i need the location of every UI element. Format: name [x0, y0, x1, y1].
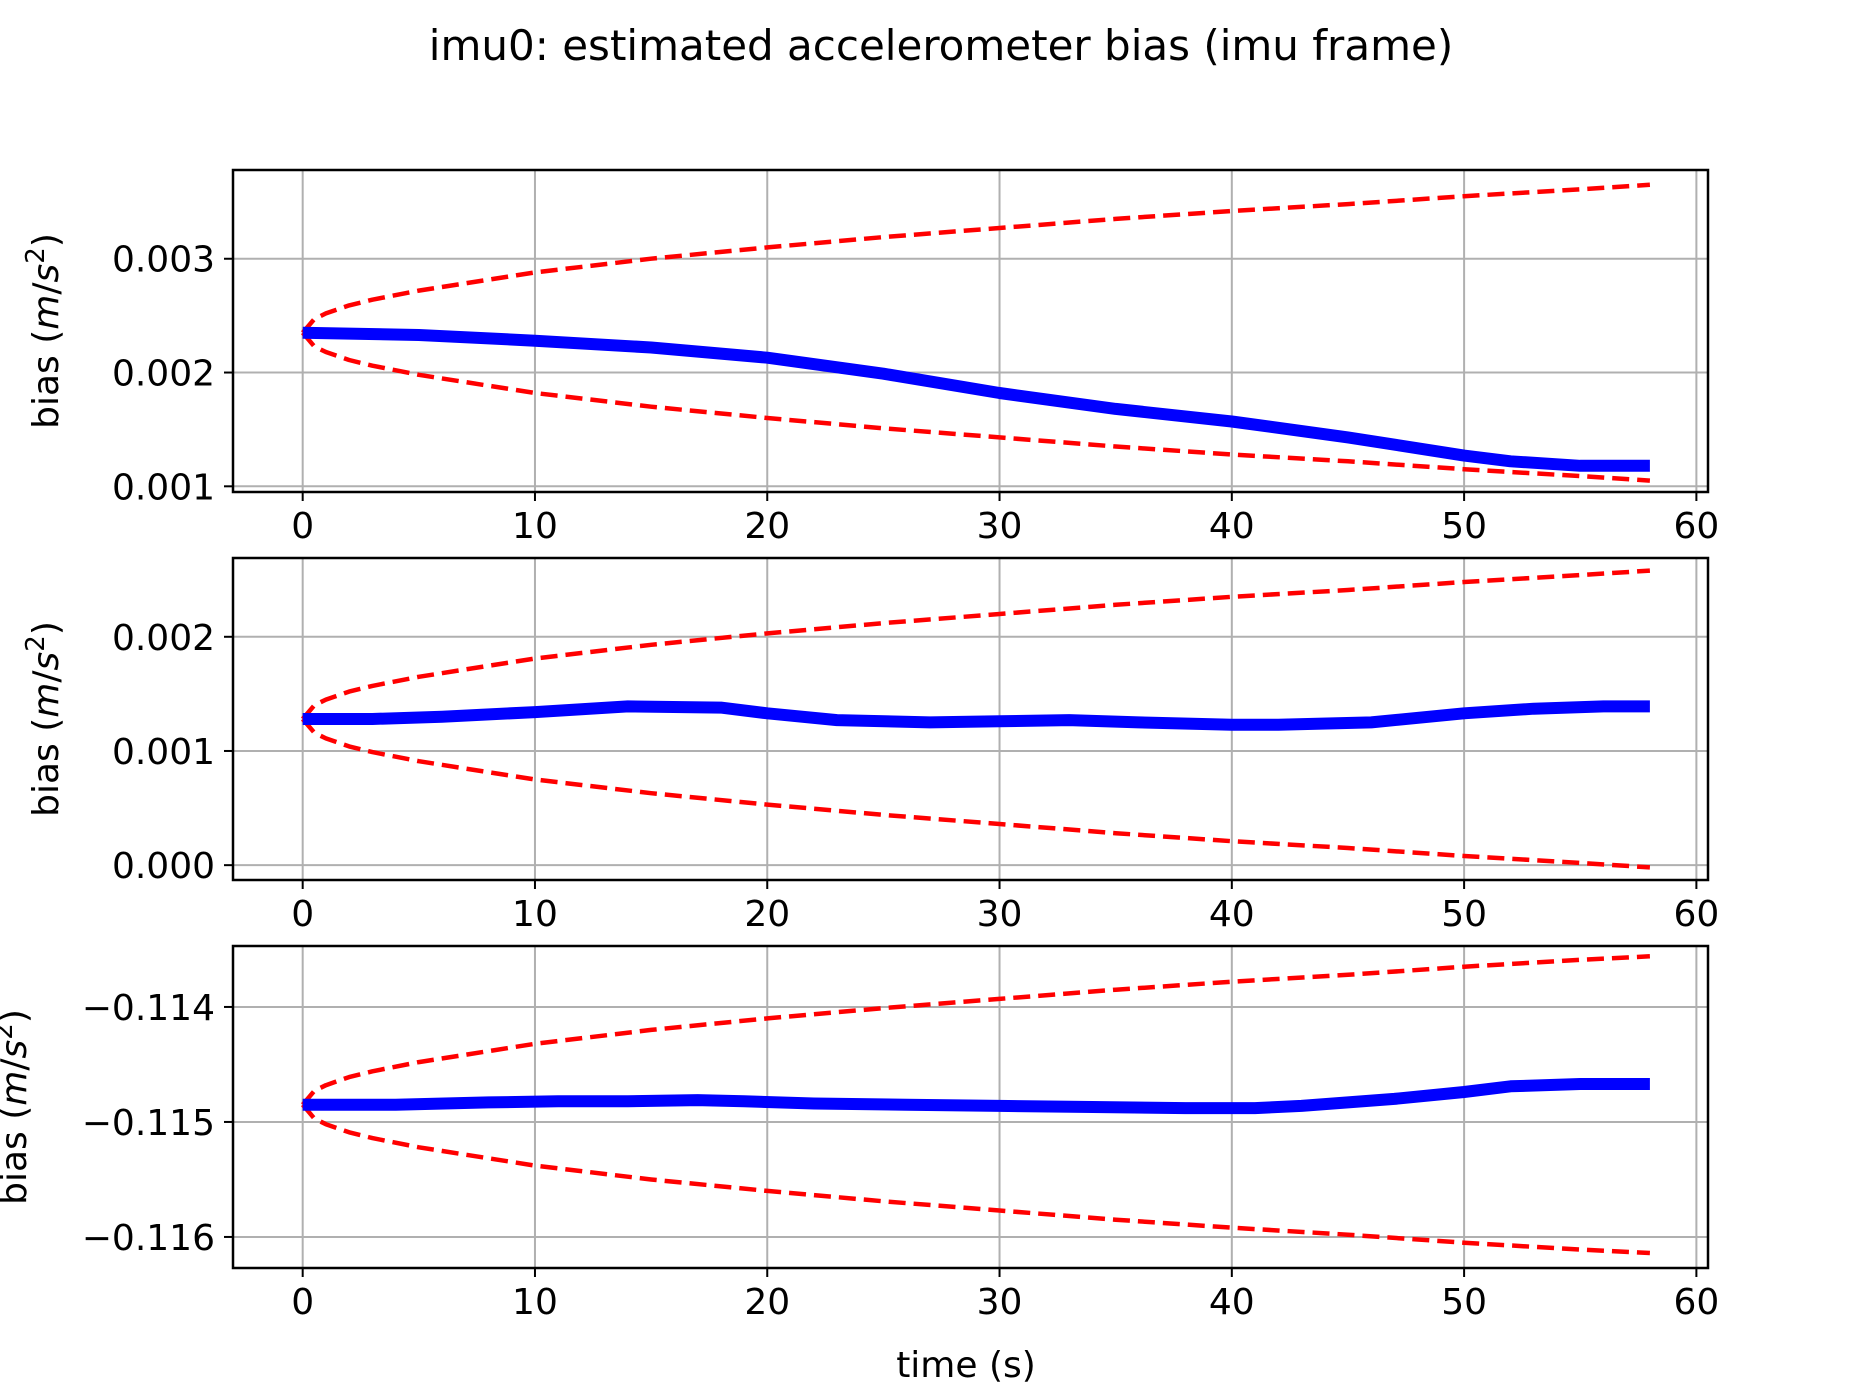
- x-tick-label: 60: [1673, 1282, 1719, 1323]
- x-tick-label: 40: [1209, 506, 1255, 547]
- series-line-estimate: [302, 1078, 1650, 1115]
- x-tick-label: 10: [512, 1282, 558, 1323]
- x-axis-label: time (s): [896, 1345, 1036, 1386]
- axes-frame: [231, 556, 1710, 882]
- grid: [233, 170, 1708, 492]
- x-tick-label: 0: [291, 506, 314, 547]
- x-tick-label: 40: [1209, 1282, 1255, 1323]
- grid: [233, 558, 1708, 880]
- y-axis-label: bias (m/s2): [21, 621, 67, 817]
- x-tick-label: 60: [1673, 894, 1719, 935]
- y-tick-label: 0.001: [112, 467, 215, 508]
- series-line-upper-bound: [300, 182, 1651, 335]
- x-tick-label: 10: [512, 506, 558, 547]
- y-tick-label: −0.115: [82, 1103, 215, 1144]
- series-line-estimate: [302, 700, 1650, 731]
- y-axis-label: bias (m/s2): [0, 1009, 35, 1205]
- axes-frame: [231, 944, 1710, 1270]
- series-line-lower-bound: [300, 1103, 1651, 1256]
- y-tick-label: 0.001: [112, 732, 215, 773]
- x-tick-label: 10: [512, 894, 558, 935]
- x-tick-label: 50: [1441, 506, 1487, 547]
- x-tick-label: 0: [291, 894, 314, 935]
- figure-title: imu0: estimated accelerometer bias (imu …: [429, 21, 1453, 70]
- series-line-estimate: [302, 326, 1650, 472]
- x-tick-label: 20: [744, 506, 790, 547]
- x-tick-label: 20: [744, 1282, 790, 1323]
- subplot-2: 0 10 20 30 40 50 60 0.000 0.001 0.002 bias (m/s2): [21, 556, 1719, 935]
- x-tick-label: 30: [977, 894, 1023, 935]
- x-tick-label: 40: [1209, 894, 1255, 935]
- y-tick-label: −0.114: [82, 988, 215, 1029]
- series-line-lower-bound: [300, 331, 1651, 483]
- subplot-3: 0 10 20 30 40 50 60 −0.114 −0.115 −0.116 bias (m/s…: [0, 944, 1719, 1323]
- y-tick-label: 0.002: [112, 618, 215, 659]
- y-axis-label: bias (m/s2): [21, 233, 67, 429]
- y-tick-label: 0.002: [112, 354, 215, 395]
- series-line-lower-bound: [300, 717, 1651, 870]
- y-tick-label: 0.000: [112, 846, 215, 887]
- series-line-upper-bound: [300, 568, 1651, 721]
- x-tick-label: 60: [1673, 506, 1719, 547]
- x-tick-label: 30: [977, 506, 1023, 547]
- x-tick-label: 30: [977, 1282, 1023, 1323]
- x-tick-label: 0: [291, 1282, 314, 1323]
- axes-frame: [231, 168, 1710, 494]
- x-tick-label: 50: [1441, 1282, 1487, 1323]
- y-tick-label: −0.116: [82, 1218, 215, 1259]
- x-tick-label: 50: [1441, 894, 1487, 935]
- series-line-upper-bound: [300, 954, 1651, 1107]
- subplot-1: 0 10 20 30 40 50 60 0.001 0.002 0.003 bias (m/s2): [21, 168, 1719, 547]
- x-tick-label: 20: [744, 894, 790, 935]
- y-tick-label: 0.003: [112, 240, 215, 281]
